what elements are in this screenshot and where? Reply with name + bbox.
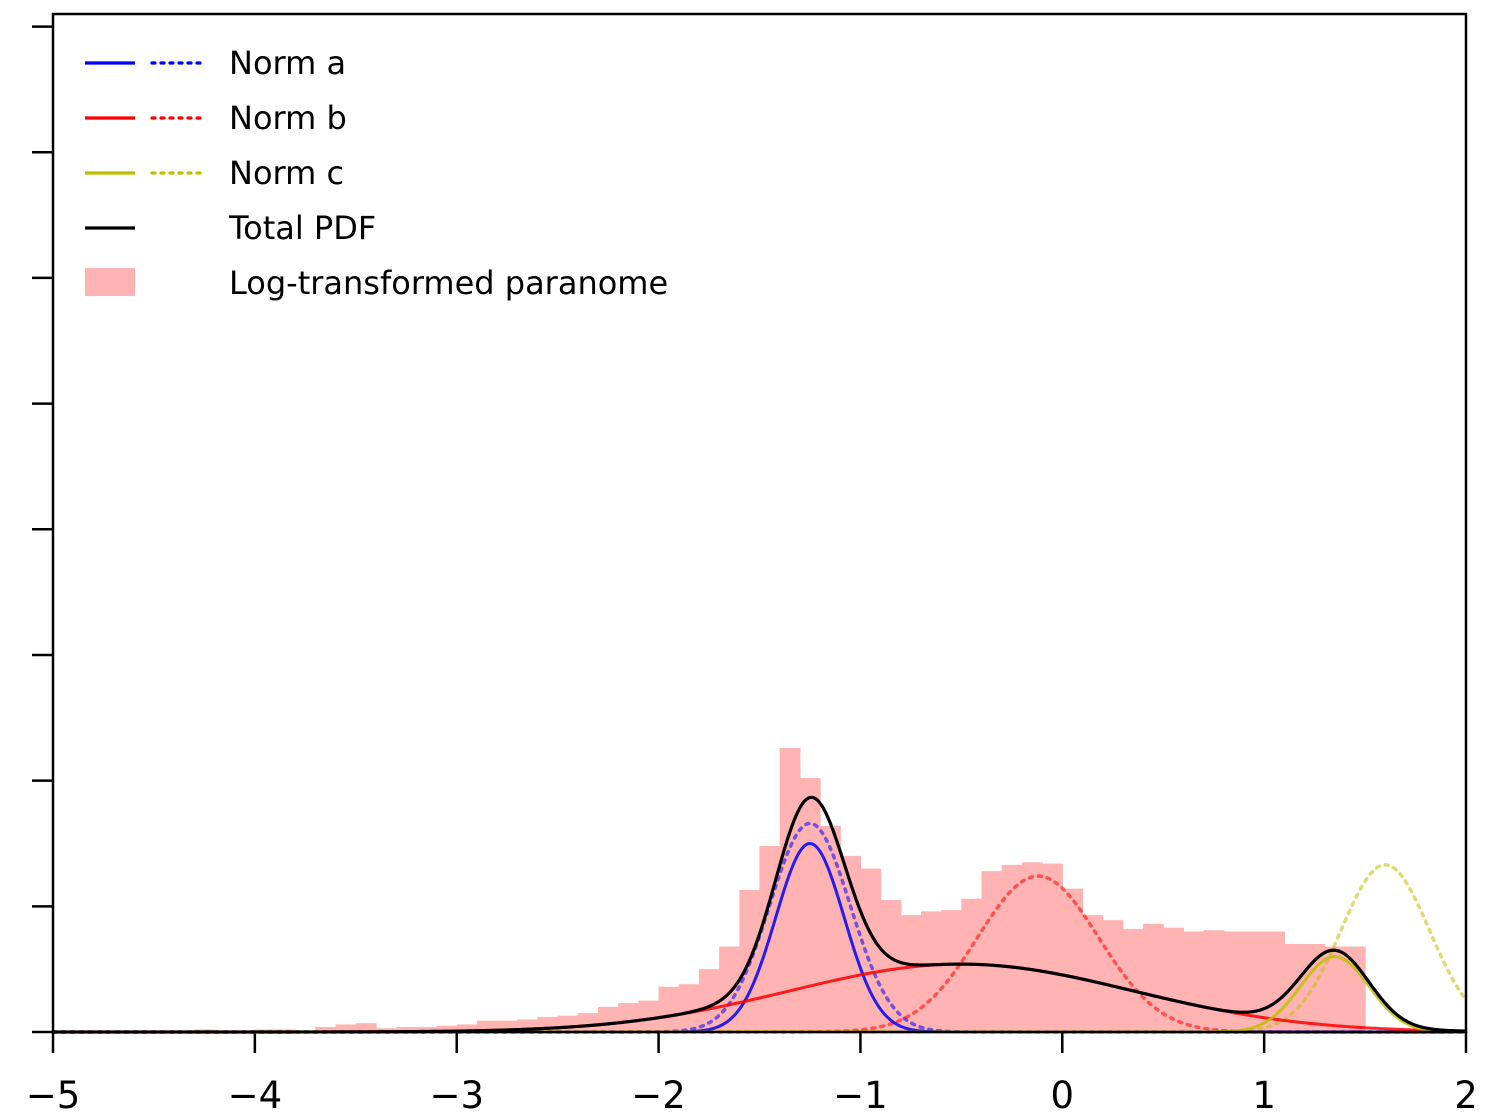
histogram-bar [1223,931,1245,1032]
histogram-bar [1062,888,1084,1032]
histogram-bar [1082,915,1104,1032]
histogram-bar [456,1024,478,1032]
histogram-bar [1021,862,1043,1032]
histogram-bars [194,747,1366,1032]
x-tick-label: −1 [833,1074,888,1117]
histogram-bar [1183,931,1205,1032]
histogram-bar [1344,946,1366,1032]
histogram-bar [355,1023,377,1032]
histogram-bar [678,984,700,1032]
histogram-bar [638,1000,660,1032]
histogram-bar [658,986,680,1032]
histogram-bar [941,910,962,1032]
histogram-bar [900,915,922,1032]
histogram-bar [618,1003,639,1032]
histogram-bar [375,1028,397,1032]
histogram-bar [1304,944,1326,1032]
histogram-bar [981,871,1003,1032]
histogram-bar [436,1025,458,1032]
legend: Norm a Norm b Norm c Total PDF Log-transform… [85,44,668,302]
plot-frame [51,12,1468,1034]
histogram-bar [1243,931,1265,1032]
histogram-bar [476,1020,498,1032]
x-tick-label: −4 [228,1074,283,1117]
histogram-bar [1102,920,1124,1032]
histogram-bar [1122,928,1144,1032]
histogram-bar [416,1026,438,1032]
histogram-bar [920,911,942,1032]
histogram-bar [860,868,882,1032]
histogram-bar [396,1026,417,1032]
histogram-bar [497,1020,518,1032]
histogram-bar [1203,930,1225,1032]
histogram-bar [315,1026,337,1032]
legend-label: Total PDF [228,209,376,247]
y-axis-ticks [32,25,53,1034]
histogram-bar [1284,944,1306,1032]
histogram-bar [598,1006,619,1032]
legend-swatch-patch [85,268,135,296]
histogram-bar [1324,946,1346,1032]
histogram-bar [1143,923,1164,1032]
histogram-bar [698,969,720,1032]
legend-label: Norm a [229,44,346,82]
x-tick-label: −5 [26,1074,81,1117]
histogram-bar [1163,927,1184,1032]
legend-label: Log-transformed paranome [229,264,668,302]
x-tick-label: −3 [429,1074,484,1117]
histogram-bar [1042,863,1063,1032]
legend-label: Norm c [229,154,344,192]
histogram-bar [1001,864,1023,1032]
histogram-bar [557,1015,579,1032]
x-tick-label: 1 [1252,1074,1276,1117]
histogram-bar [799,778,821,1032]
x-tick-label: 0 [1051,1074,1075,1117]
x-tick-label: 2 [1454,1074,1478,1117]
histogram-bar [577,1013,599,1032]
histogram-bar [335,1024,357,1032]
x-axis-ticks: −5 −4 −3 −2 −1 0 1 2 [26,1032,1478,1117]
x-tick-label: −2 [631,1074,686,1117]
legend-label: Norm b [229,99,347,137]
